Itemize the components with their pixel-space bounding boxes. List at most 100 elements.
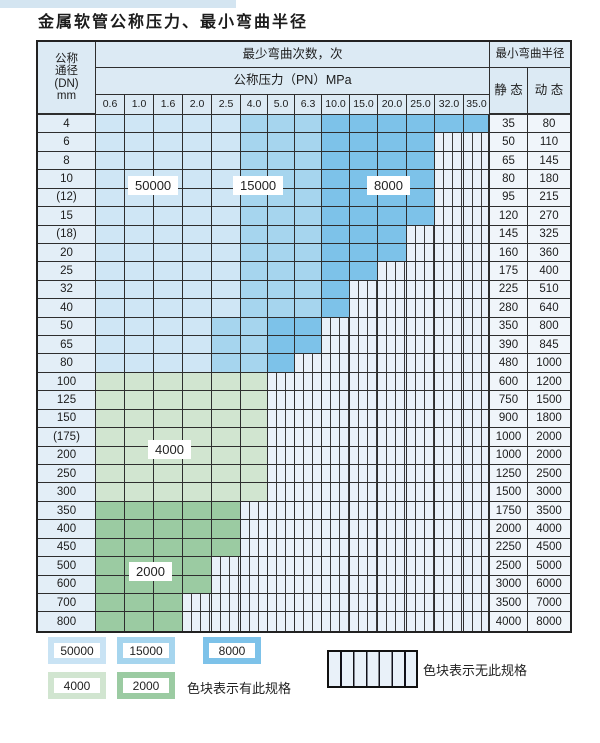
spec-cell [407,133,435,152]
spec-cell [183,225,212,244]
no-spec-cell [464,465,490,484]
spec-cell [268,262,295,281]
no-spec-cell [295,428,322,447]
no-spec-cell [464,336,490,355]
no-spec-cell [435,520,464,539]
no-spec-cell [350,280,378,300]
pn-value-header: 1.6 [154,95,183,115]
spec-cell [268,280,295,300]
spec-cell [125,207,154,226]
dn-cell: 100 [38,372,96,392]
static-radius-cell: 35 [490,115,528,134]
dynamic-radius-cell: 2500 [528,465,570,484]
spec-cell [125,243,154,263]
spec-cell [295,243,322,263]
no-spec-cell [350,428,378,447]
no-spec-cell [268,612,295,631]
no-spec-cell [435,151,464,171]
spec-cell [241,391,268,410]
table-row: 32 225 510 [38,280,570,300]
spec-cell [96,428,125,447]
no-spec-cell [268,428,295,447]
dn-cell: (12) [38,188,96,208]
no-spec-cell [322,465,350,484]
spec-cell [407,115,435,134]
no-spec-cell [407,575,435,594]
static-radius-cell: 2250 [490,538,528,558]
no-spec-cell [435,280,464,300]
no-spec-cell [268,538,295,558]
spec-cell [241,151,268,171]
dynamic-radius-cell: 3500 [528,501,570,521]
radius-header-group: 最小弯曲半径 静 态 动 态 [490,42,570,115]
spec-cell [295,170,322,189]
spec-cell [407,188,435,208]
no-spec-cell [464,593,490,613]
pn-value-header: 20.0 [378,95,407,115]
spec-cell [212,151,241,171]
no-spec-cell [378,391,407,410]
no-spec-cell [464,428,490,447]
spec-cell [322,151,350,171]
bend-cycles-region-label: 4000 [148,440,191,459]
spec-cell [241,446,268,466]
spec-cell [96,225,125,244]
dn-cell: 6 [38,133,96,152]
no-spec-cell [464,188,490,208]
spec-cell [183,133,212,152]
no-spec-cell [378,557,407,576]
no-spec-cell [241,612,268,631]
static-radius-cell: 95 [490,188,528,208]
no-spec-cell [407,409,435,429]
dynamic-radius-cell: 640 [528,299,570,318]
spec-cell [378,225,407,244]
static-radius-cell: 1750 [490,501,528,521]
no-spec-cell [378,593,407,613]
spec-cell [407,170,435,189]
dn-cell: 15 [38,207,96,226]
no-spec-cell [435,391,464,410]
dynamic-radius-cell: 6000 [528,575,570,594]
spec-cell [96,483,125,502]
spec-cell [212,133,241,152]
no-spec-cell [435,336,464,355]
spec-cell [322,188,350,208]
no-spec-cell [407,372,435,392]
no-spec-cell [350,391,378,410]
spec-cell [96,538,125,558]
dynamic-radius-cell: 215 [528,188,570,208]
spec-cell [154,593,183,613]
no-spec-cell [407,465,435,484]
spec-cell [154,520,183,539]
table-row: 65 390 845 [38,336,570,355]
spec-cell [295,280,322,300]
spec-cell [212,299,241,318]
no-spec-cell [407,243,435,263]
no-spec-cell [378,262,407,281]
no-spec-cell [464,538,490,558]
spec-cell [183,280,212,300]
no-spec-cell [435,133,464,152]
no-spec-cell [212,557,241,576]
spec-cell [183,170,212,189]
static-radius-cell: 350 [490,317,528,337]
no-spec-cell [295,593,322,613]
spec-cell [241,336,268,355]
spec-cell [435,115,464,134]
no-spec-cell [435,465,464,484]
spec-cell [96,115,125,134]
no-spec-cell [183,612,212,631]
spec-cell [96,409,125,429]
dynamic-radius-cell: 845 [528,336,570,355]
no-spec-cell [268,372,295,392]
no-spec-cell [464,391,490,410]
spec-cell [154,354,183,373]
pn-value-header: 1.0 [125,95,154,115]
no-spec-cell [435,354,464,373]
bend-cycles-region-label: 15000 [233,176,284,195]
dn-cell: 300 [38,483,96,502]
dn-cell: (18) [38,225,96,244]
dn-cell: 20 [38,243,96,263]
no-spec-cell [268,520,295,539]
dynamic-radius-cell: 110 [528,133,570,152]
